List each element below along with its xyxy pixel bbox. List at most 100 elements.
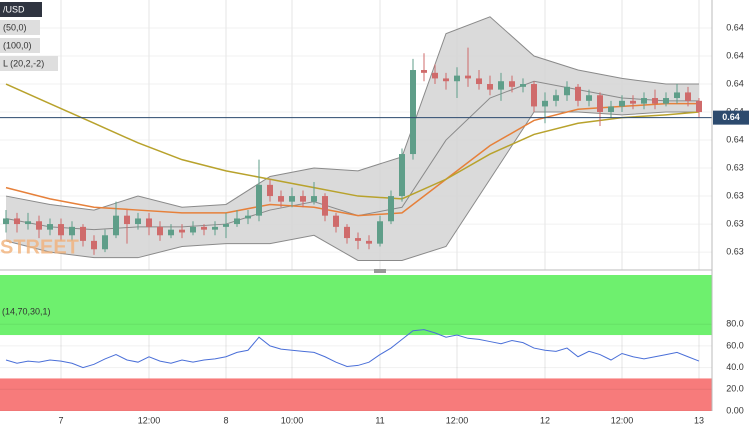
candle-body	[47, 224, 53, 230]
candle-body	[454, 75, 460, 82]
candle-body	[14, 218, 20, 225]
candle-body	[168, 229, 174, 236]
price-pane	[0, 0, 712, 270]
candle-body	[564, 86, 570, 96]
legend-box[interactable]	[0, 20, 40, 35]
candle-body	[443, 78, 449, 82]
x-tick-label: 13	[694, 415, 704, 425]
bollinger-upper	[5, 16, 699, 211]
candle-body	[58, 224, 64, 236]
candle-body	[410, 70, 416, 155]
y-tick-label: 0.64	[726, 78, 744, 88]
candle-body	[542, 100, 548, 107]
y-tick-label: 0.63	[726, 246, 744, 256]
candle-body	[509, 81, 515, 87]
candle-body	[212, 226, 218, 230]
legend-label: (50,0)	[3, 22, 27, 32]
candle-body	[553, 95, 559, 101]
candle-body	[355, 238, 361, 241]
y-tick-label: 60.0	[726, 340, 744, 350]
candle-body	[344, 226, 350, 239]
candle-body	[190, 226, 196, 233]
candle-body	[608, 106, 614, 113]
legend-label: L (20,2,-2)	[3, 58, 44, 68]
y-tick-label: 0.64	[726, 134, 744, 144]
legend-label: (100,0)	[3, 40, 32, 50]
candle-body	[498, 81, 504, 90]
candle-body	[256, 184, 262, 216]
price-badge	[713, 110, 749, 125]
watermark: STREET	[0, 236, 79, 258]
y-tick-label: 0.00	[726, 405, 744, 415]
candle-body	[388, 196, 394, 222]
price-badge-label: 0.64	[722, 112, 740, 122]
axes: 0.64 0.64 0.64 0.64 0.64 0.63 0.63 0.63 0.63 7 12:…	[2, 22, 749, 425]
candle-body	[366, 240, 372, 244]
candle-body	[69, 226, 75, 236]
x-tick-label: 12	[540, 415, 550, 425]
symbol-title: /USD	[3, 4, 25, 14]
bollinger-lower	[5, 111, 699, 261]
candle-body	[333, 215, 339, 227]
y-tick-label: 0.64	[726, 22, 744, 32]
candle-body	[432, 72, 438, 79]
candle-body	[267, 184, 273, 197]
candle-body	[630, 100, 636, 104]
candle-body	[674, 92, 680, 99]
candle-body	[322, 196, 328, 216]
bollinger-fill	[6, 16, 699, 261]
candle-body	[146, 218, 152, 227]
x-tick-label: 7	[58, 415, 63, 425]
rsi-line	[5, 329, 700, 369]
pane-resize-handle[interactable]	[374, 269, 386, 273]
overbought-zone	[0, 275, 712, 336]
candle-body	[223, 224, 229, 227]
candle-body	[465, 75, 471, 79]
y-tick-label: 0.63	[726, 218, 744, 228]
candle-body	[311, 196, 317, 202]
legend-box[interactable]	[0, 56, 58, 71]
candle-body	[234, 218, 240, 225]
x-tick-label: 8	[223, 415, 228, 425]
legend-box[interactable]	[0, 38, 40, 53]
candle-body	[201, 226, 207, 230]
candle-body	[91, 240, 97, 250]
candle-body	[652, 98, 658, 104]
legend: /USD (50,0) (100,0) L (20,2,-2)	[0, 2, 58, 71]
rsi-pane	[0, 275, 712, 411]
candle-body	[36, 221, 42, 230]
candle-body	[157, 226, 163, 236]
legend-box[interactable]	[0, 2, 42, 17]
candle-body	[575, 86, 581, 101]
candle-body	[377, 221, 383, 244]
candle-body	[641, 98, 647, 104]
moving-average	[5, 102, 699, 217]
candle-body	[135, 218, 141, 225]
candle-body	[531, 84, 537, 107]
x-tick-label: 12:00	[611, 415, 634, 425]
candle-body	[3, 218, 9, 225]
y-tick-label: 20.0	[726, 384, 744, 394]
x-tick-label: 10:00	[281, 415, 304, 425]
candle-body	[619, 100, 625, 107]
candle-body	[245, 215, 251, 219]
moving-average	[5, 83, 700, 200]
candle-body	[520, 84, 526, 87]
candle-body	[696, 100, 702, 113]
candle-body	[289, 196, 295, 202]
candle-body	[179, 229, 185, 233]
y-tick-label: 40.0	[726, 362, 744, 372]
candle-body	[124, 215, 130, 225]
candle-body	[487, 84, 493, 90]
candle-body	[421, 70, 427, 73]
oversold-zone	[0, 378, 712, 411]
candle-body	[663, 98, 669, 104]
y-tick-label: 0.63	[726, 162, 744, 172]
candle-body	[597, 95, 603, 113]
candle-body	[102, 235, 108, 250]
candle-body	[586, 95, 592, 101]
candle-body	[80, 226, 86, 241]
candle-body	[685, 92, 691, 101]
candle-body	[300, 196, 306, 202]
